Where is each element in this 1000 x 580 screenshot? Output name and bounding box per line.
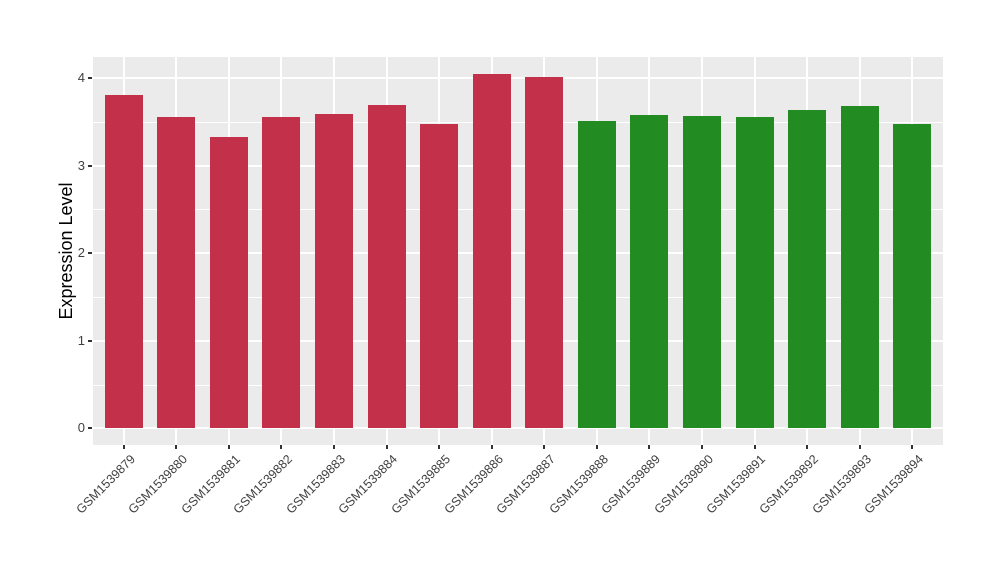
bar-GSM1539881 <box>209 136 248 429</box>
x-tick-mark <box>858 445 861 449</box>
minor-gridline <box>93 296 943 298</box>
bar-GSM1539888 <box>577 120 616 429</box>
y-tick-mark <box>88 339 92 342</box>
x-tick-mark <box>700 445 703 449</box>
bar-GSM1539885 <box>420 123 459 429</box>
plot-panel <box>93 57 943 445</box>
major-gridline <box>93 339 943 342</box>
y-tick-mark <box>88 77 92 80</box>
major-gridline <box>93 427 943 430</box>
x-tick-mark <box>438 445 441 449</box>
bar-GSM1539889 <box>630 114 669 429</box>
y-tick-mark <box>88 164 92 167</box>
x-tick-mark <box>753 445 756 449</box>
major-gridline <box>93 252 943 255</box>
bar-GSM1539893 <box>840 106 879 429</box>
y-tick-label: 3 <box>77 157 85 173</box>
minor-gridline <box>93 209 943 211</box>
bar-GSM1539884 <box>367 105 406 429</box>
x-tick-mark <box>595 445 598 449</box>
major-gridline <box>93 164 943 167</box>
x-tick-mark <box>385 445 388 449</box>
x-tick-mark <box>333 445 336 449</box>
y-tick-label: 4 <box>77 70 85 86</box>
bar-GSM1539892 <box>788 109 827 429</box>
bar-GSM1539890 <box>682 115 721 429</box>
x-tick-mark <box>280 445 283 449</box>
y-tick-mark <box>88 252 92 255</box>
x-tick-mark <box>648 445 651 449</box>
y-tick-label: 1 <box>77 332 85 348</box>
bar-GSM1539879 <box>104 94 143 429</box>
y-tick-label: 2 <box>77 245 85 261</box>
y-tick-mark <box>88 427 92 430</box>
bar-GSM1539882 <box>262 116 301 429</box>
bar-GSM1539887 <box>525 77 564 429</box>
major-gridline <box>93 77 943 80</box>
y-tick-label: 0 <box>77 420 85 436</box>
bar-GSM1539880 <box>157 117 196 429</box>
minor-gridline <box>93 121 943 123</box>
x-tick-mark <box>543 445 546 449</box>
x-tick-mark <box>806 445 809 449</box>
bar-GSM1539883 <box>315 113 354 429</box>
x-tick-mark <box>175 445 178 449</box>
x-tick-mark <box>911 445 914 449</box>
minor-gridline <box>93 384 943 386</box>
x-tick-mark <box>490 445 493 449</box>
bar-GSM1539894 <box>893 123 932 429</box>
x-tick-mark <box>227 445 230 449</box>
bar-GSM1539886 <box>472 73 511 429</box>
bar-GSM1539891 <box>735 117 774 429</box>
x-tick-mark <box>122 445 125 449</box>
